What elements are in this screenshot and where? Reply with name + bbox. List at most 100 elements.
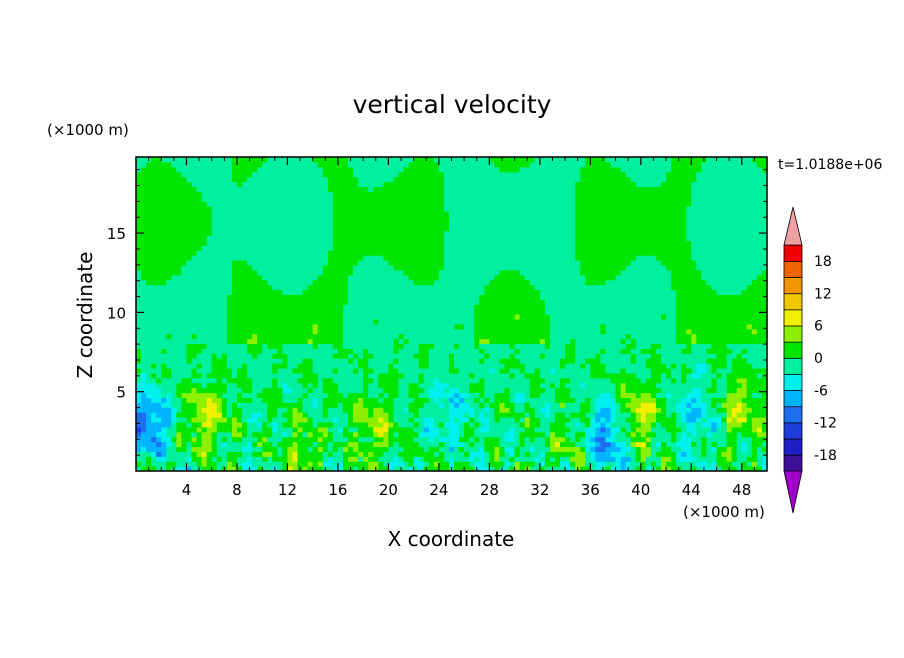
field-cell (287, 387, 294, 394)
field-cell (413, 304, 420, 310)
field-cell (413, 225, 420, 232)
field-cell (368, 274, 374, 281)
field-cell (469, 446, 475, 452)
field-cell (262, 215, 268, 222)
field-cell (433, 269, 440, 276)
field-cell (393, 171, 400, 178)
field-cell (438, 157, 445, 163)
field-cell (206, 377, 213, 384)
field-cell (373, 206, 379, 212)
field-cell (322, 161, 329, 168)
field-cell (317, 299, 324, 305)
field-cell (403, 186, 410, 192)
field-cell (413, 294, 420, 300)
field-cell (166, 333, 172, 340)
field-cell (176, 225, 183, 232)
field-cell (413, 274, 420, 281)
field-cell (373, 382, 379, 389)
field-cell (191, 407, 198, 413)
field-cell (454, 176, 460, 183)
field-cell (161, 441, 167, 448)
field-cell (464, 215, 470, 222)
field-cell (242, 206, 248, 212)
field-cell (297, 186, 304, 192)
field-cell (211, 446, 218, 452)
field-cell (272, 333, 278, 340)
field-cell (211, 461, 218, 467)
field-cell (469, 171, 475, 178)
field-cell (201, 348, 208, 354)
field-cell (211, 402, 218, 408)
field-cell (519, 338, 526, 345)
field-cell (393, 284, 400, 291)
field-cell (408, 269, 415, 276)
field-cell (191, 377, 198, 384)
field-cell (474, 206, 480, 212)
field-cell (282, 157, 289, 163)
field-cell (509, 348, 516, 354)
field-cell (418, 333, 425, 340)
field-cell (151, 436, 157, 443)
field-cell (469, 338, 475, 345)
field-cell (317, 314, 324, 320)
field-cell (342, 456, 349, 462)
field-cell (312, 466, 319, 472)
field-cell (292, 372, 299, 379)
field-cell (474, 358, 480, 364)
field-cell (342, 441, 349, 448)
field-cell (221, 377, 228, 384)
field-cell (267, 304, 273, 310)
field-cell (236, 436, 243, 443)
field-cell (459, 191, 465, 197)
field-cell (176, 372, 183, 379)
field-cell (363, 358, 369, 364)
field-cell (161, 392, 167, 399)
field-cell (216, 397, 223, 403)
field-cell (181, 372, 188, 379)
field-cell (236, 294, 243, 300)
field-cell (469, 235, 475, 242)
field-cell (141, 431, 147, 438)
field-cell (383, 456, 389, 462)
field-cell (327, 264, 334, 271)
field-cell (196, 235, 203, 242)
field-cell (226, 363, 233, 369)
field-cell (378, 225, 384, 232)
field-cell (479, 206, 485, 212)
field-cell (141, 367, 147, 374)
field-cell (479, 417, 485, 423)
field-cell (363, 245, 369, 251)
field-cell (141, 206, 147, 212)
field-cell (332, 269, 339, 276)
field-cell (287, 210, 294, 217)
field-cell (186, 328, 193, 335)
field-cell (196, 333, 203, 340)
field-cell (418, 451, 425, 457)
field-cell (221, 230, 228, 237)
field-cell (302, 358, 309, 364)
field-cell (454, 230, 460, 237)
field-cell (393, 314, 400, 320)
field-cell (211, 304, 218, 310)
field-cell (418, 166, 425, 173)
field-cell (211, 451, 218, 457)
field-cell (342, 421, 349, 428)
field-cell (292, 181, 299, 188)
field-cell (166, 201, 172, 207)
field-cell (247, 348, 253, 354)
field-cell (332, 245, 339, 251)
field-cell (226, 191, 233, 197)
field-cell (353, 461, 359, 467)
field-cell (438, 367, 445, 374)
field-cell (348, 451, 354, 457)
field-cell (206, 171, 213, 178)
field-cell (378, 294, 384, 300)
field-cell (489, 235, 496, 242)
field-cell (272, 269, 278, 276)
field-cell (494, 436, 501, 443)
field-cell (418, 161, 425, 168)
field-cell (509, 314, 516, 320)
field-cell (136, 348, 142, 354)
field-cell (388, 171, 395, 178)
field-cell (363, 304, 369, 310)
